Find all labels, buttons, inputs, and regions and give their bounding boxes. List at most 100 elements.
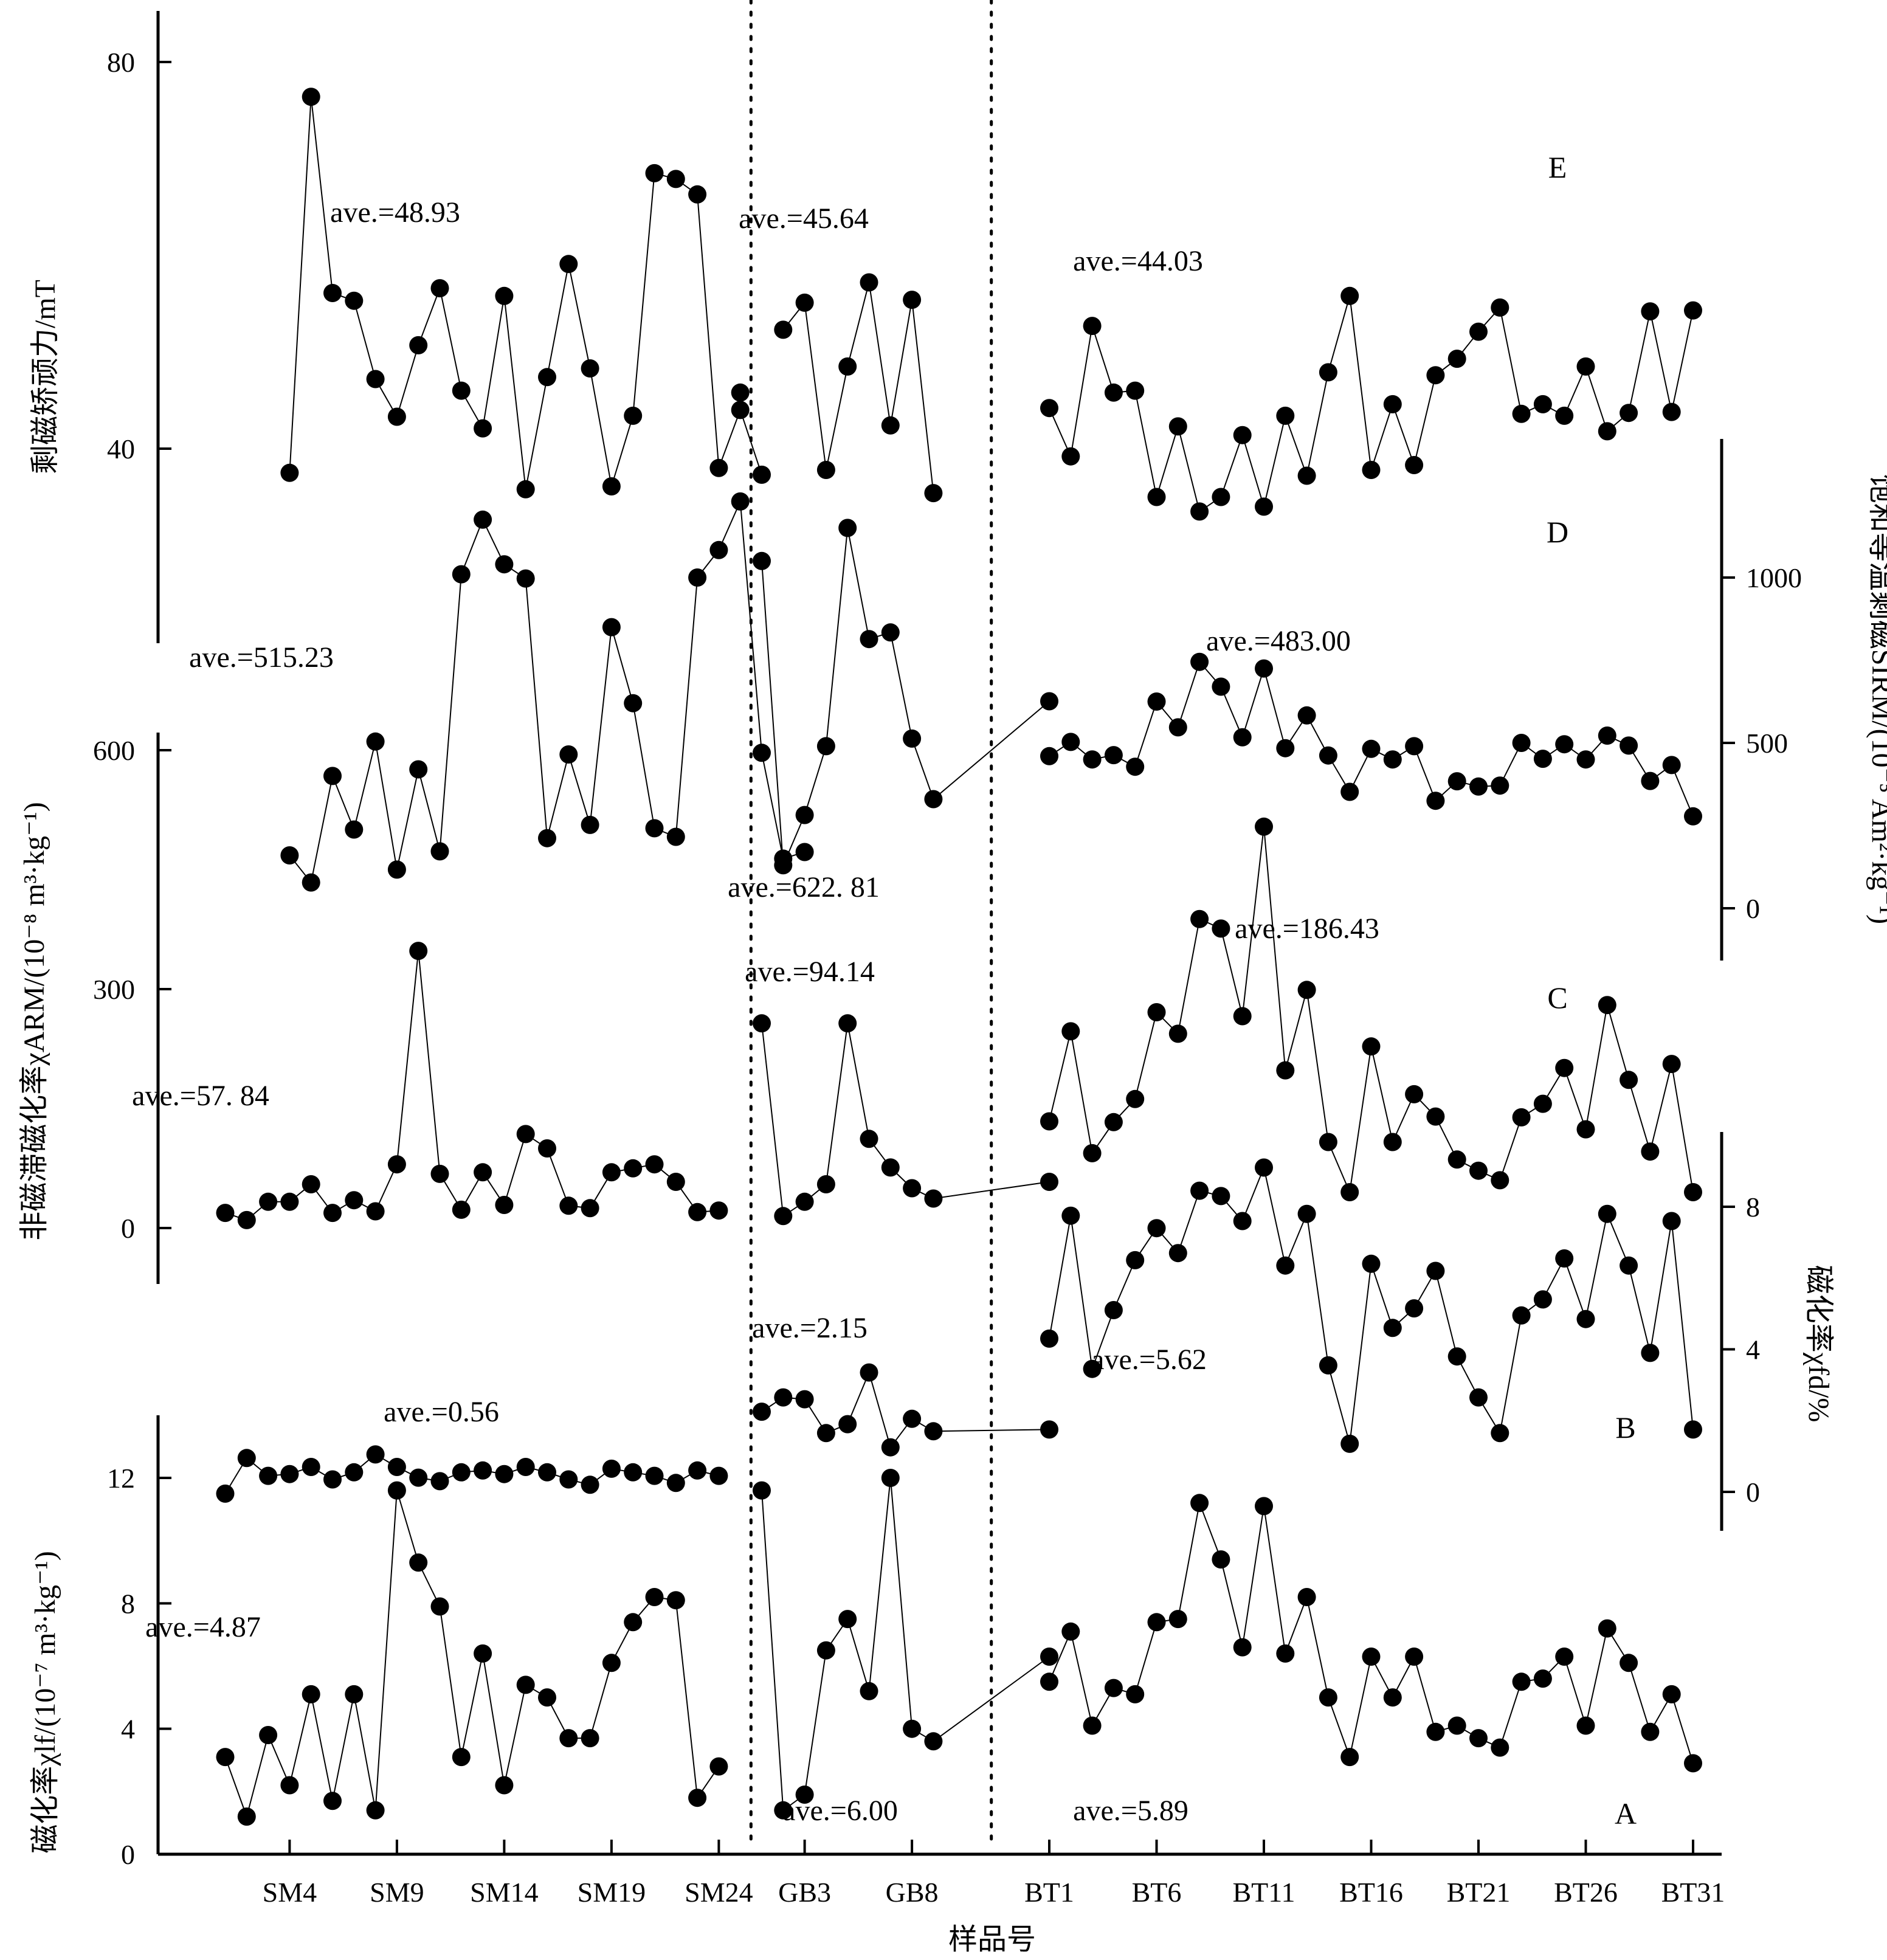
data-point-C: [452, 1200, 471, 1219]
y-tick-label: 0: [121, 1839, 135, 1870]
points-layer: [216, 88, 1702, 1826]
data-point-E: [838, 357, 857, 376]
data-point-D: [795, 843, 814, 861]
data-point-E: [860, 273, 878, 292]
data-point-E: [1662, 402, 1681, 421]
data-point-E: [1190, 502, 1209, 521]
data-point-C: [838, 1014, 857, 1033]
data-point-A: [1040, 1672, 1058, 1691]
data-point-A: [452, 1748, 471, 1767]
data-point-E: [1276, 406, 1295, 425]
y-tick-label: 600: [93, 735, 135, 766]
data-point-C: [1555, 1058, 1574, 1077]
data-point-D: [1598, 726, 1616, 745]
panel-letter: D: [1547, 515, 1568, 549]
data-point-D: [1083, 750, 1102, 769]
data-point-A: [903, 1719, 922, 1738]
data-point-D: [1362, 739, 1381, 758]
data-point-A: [1620, 1654, 1638, 1672]
data-point-D: [1662, 756, 1681, 775]
ave-label: ave.=5.89: [1073, 1795, 1188, 1827]
data-point-D: [1233, 728, 1252, 747]
x-tick-label: BT16: [1339, 1877, 1403, 1908]
data-point-D: [1576, 750, 1595, 769]
data-point-A: [538, 1688, 556, 1707]
data-point-A: [1447, 1716, 1466, 1735]
data-point-A: [1340, 1748, 1359, 1767]
data-point-C: [345, 1191, 364, 1210]
data-point-B: [1212, 1187, 1230, 1206]
data-point-B: [474, 1461, 492, 1480]
data-point-B: [1190, 1181, 1209, 1200]
data-point-B: [860, 1363, 878, 1382]
data-point-B: [1126, 1251, 1145, 1269]
data-point-B: [1297, 1204, 1316, 1223]
data-point-D: [753, 744, 771, 762]
panel-letter: C: [1547, 981, 1567, 1015]
data-point-C: [688, 1203, 707, 1221]
data-point-A: [1040, 1648, 1058, 1666]
data-point-B: [430, 1472, 449, 1491]
data-point-B: [366, 1445, 385, 1464]
data-point-C: [1576, 1120, 1595, 1139]
data-point-B: [237, 1449, 256, 1468]
series-line-A: [1049, 1500, 1694, 1764]
y-tick-label: 300: [93, 974, 135, 1005]
data-point-A: [581, 1729, 599, 1748]
data-point-E: [474, 419, 492, 438]
y-axis-title-B: 磁化率χfd/%: [1802, 1265, 1835, 1423]
data-point-A: [1469, 1729, 1488, 1748]
data-point-C: [387, 1155, 406, 1174]
data-point-B: [1684, 1420, 1702, 1439]
series-line-A: [761, 1477, 1050, 1812]
data-point-D: [1620, 736, 1638, 755]
data-point-A: [430, 1597, 449, 1616]
series-line-C: [761, 1023, 1050, 1218]
data-point-D: [345, 820, 364, 839]
data-point-B: [280, 1465, 299, 1483]
ave-label: ave.=0.56: [384, 1396, 499, 1428]
data-point-E: [1512, 404, 1531, 423]
data-point-B: [1555, 1249, 1574, 1268]
series-line-C: [1049, 826, 1694, 1195]
data-point-C: [581, 1199, 599, 1218]
data-point-C: [1040, 1173, 1058, 1191]
data-point-A: [1061, 1622, 1080, 1641]
data-point-E: [1576, 357, 1595, 376]
data-point-B: [903, 1409, 922, 1428]
data-point-E: [1126, 381, 1145, 400]
data-point-E: [1362, 461, 1381, 479]
data-point-B: [1620, 1256, 1638, 1275]
data-point-B: [1362, 1254, 1381, 1273]
data-point-C: [474, 1163, 492, 1182]
data-point-C: [816, 1175, 835, 1193]
data-point-D: [1212, 677, 1230, 696]
data-point-A: [1319, 1688, 1337, 1707]
data-point-D: [774, 856, 793, 875]
data-point-A: [1426, 1722, 1445, 1741]
data-point-B: [1168, 1244, 1187, 1263]
data-point-D: [1276, 739, 1295, 757]
data-point-B: [924, 1422, 943, 1441]
data-point-E: [1491, 298, 1509, 317]
data-point-D: [538, 829, 556, 847]
series-line-B: [1049, 1165, 1694, 1444]
data-point-B: [1040, 1329, 1058, 1348]
data-point-E: [1061, 447, 1080, 466]
data-point-E: [1598, 422, 1616, 441]
data-point-D: [903, 729, 922, 748]
data-point-E: [688, 185, 707, 204]
data-point-C: [302, 1175, 320, 1193]
data-point-A: [860, 1682, 878, 1700]
data-point-A: [838, 1610, 857, 1629]
data-point-A: [795, 1786, 814, 1804]
data-point-E: [1340, 286, 1359, 305]
lines-layer: [224, 97, 1694, 1819]
series-line-C: [225, 950, 719, 1221]
data-point-A: [1233, 1638, 1252, 1657]
data-point-C: [1447, 1150, 1466, 1169]
data-point-C: [753, 1014, 771, 1033]
x-tick-label: BT6: [1132, 1877, 1182, 1908]
data-point-D: [881, 623, 900, 642]
x-tick-label: BT11: [1232, 1877, 1295, 1908]
